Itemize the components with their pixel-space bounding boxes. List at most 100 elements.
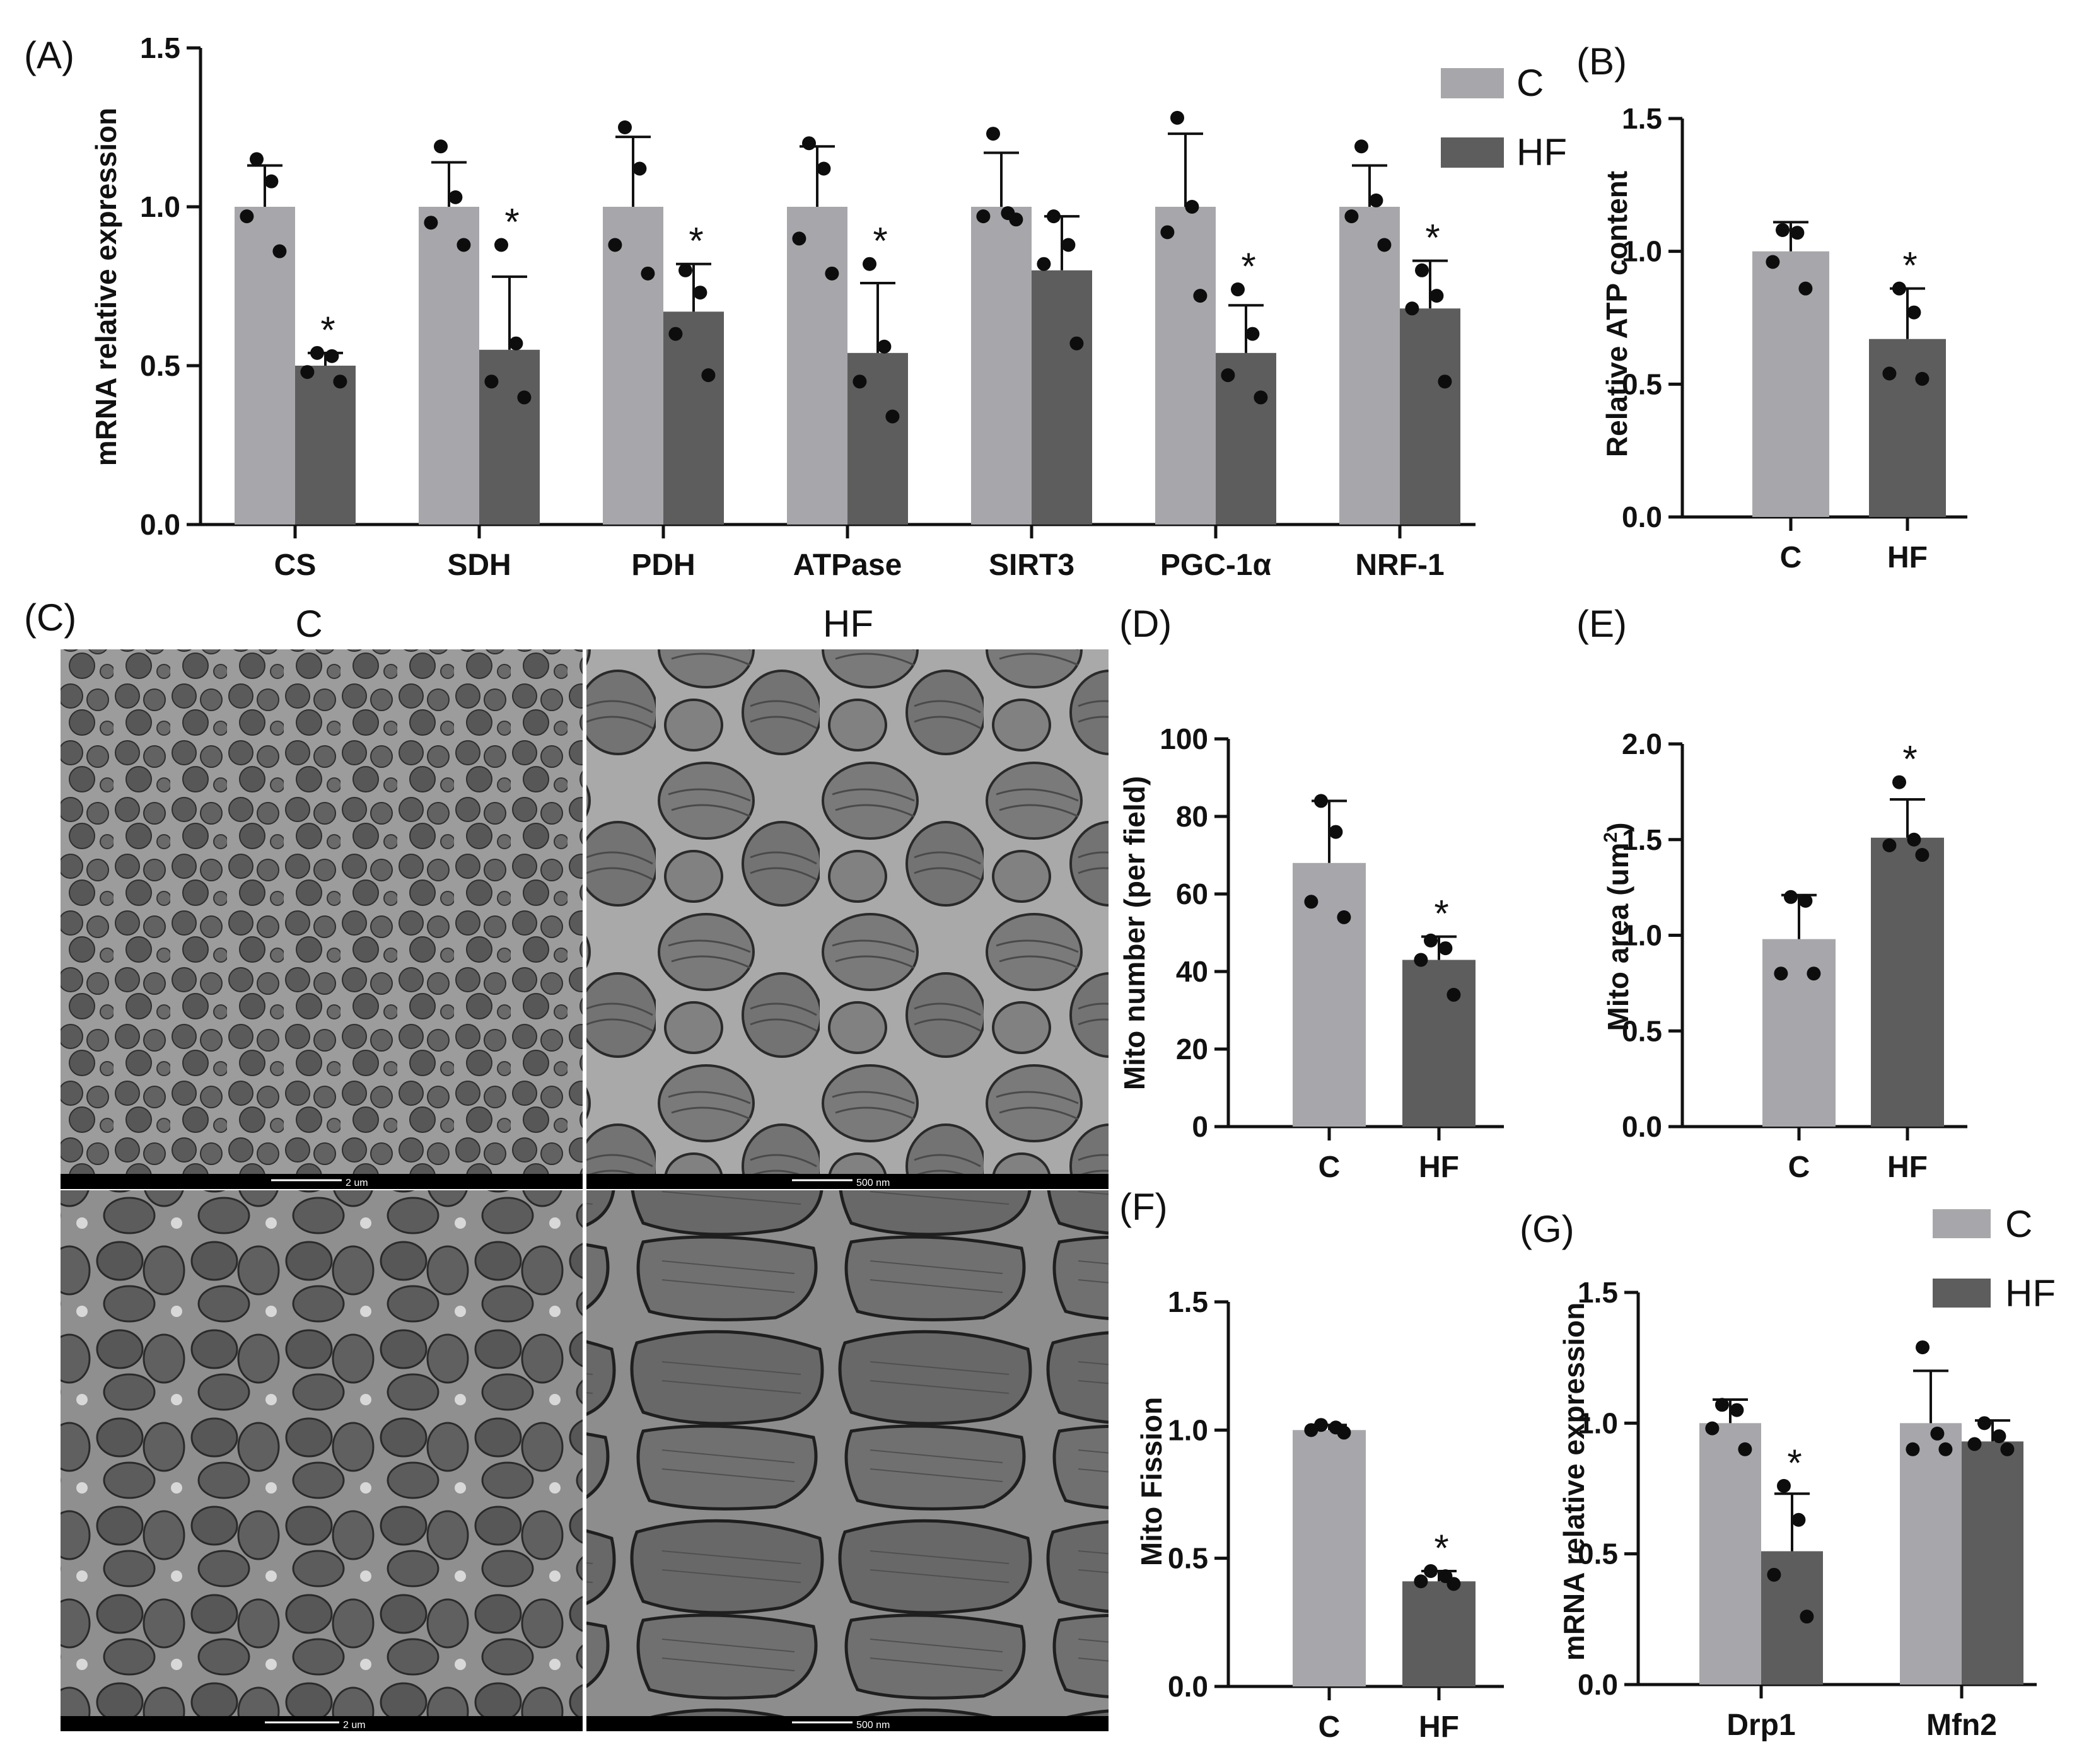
micrograph-control-low-mag	[61, 649, 583, 1174]
y-tick-label: 0.0	[1168, 1670, 1208, 1703]
significance-star-hf-nrf1: *	[1425, 217, 1440, 259]
data-point-c	[1807, 966, 1821, 981]
y-tick-label: 80	[1176, 800, 1208, 833]
x-tick-label: C	[1788, 1151, 1810, 1184]
y-tick-label: 0.5	[140, 349, 180, 382]
panel-e-ylabel-sup: 2	[1600, 832, 1621, 843]
y-tick-label: 20	[1176, 1033, 1208, 1065]
data-point-hf-cs	[310, 345, 324, 360]
bar-control-pgc1	[1155, 207, 1216, 525]
y-tick-label: 0.5	[1168, 1542, 1208, 1575]
y-tick-label: 1.5	[1622, 102, 1662, 135]
micrograph-hf-high-mag	[586, 1190, 1109, 1731]
scale-bar-4: 500 nm	[586, 1716, 1109, 1731]
x-tick-label: Mfn2	[1926, 1709, 1997, 1742]
data-point-control-drp1	[1705, 1421, 1720, 1436]
bar-hf-mfn2	[1962, 1441, 2023, 1685]
y-tick-label: 0.0	[140, 508, 180, 541]
y-tick-label: 0.5	[1622, 368, 1662, 400]
data-point-control-atpase	[825, 266, 839, 281]
data-point-hf-pdh	[693, 286, 707, 300]
x-tick-label: ATPase	[793, 548, 902, 582]
x-tick-label: C	[1319, 1151, 1341, 1184]
data-point-hf-atpase	[863, 257, 876, 271]
data-point-c	[1776, 223, 1790, 237]
x-tick-label: HF	[1887, 1151, 1928, 1184]
data-point-c	[1784, 890, 1798, 904]
data-point-c	[1798, 893, 1813, 908]
data-point-control-sdh	[457, 238, 471, 252]
panel-g-plot: 0.0 0.5 1.0 1.5 * Drp1 Mfn2	[1578, 1276, 2037, 1742]
data-point-hf-nrf1	[1429, 289, 1444, 303]
y-tick-label: 0.0	[1622, 1110, 1662, 1143]
bar-control-sdh	[419, 207, 479, 525]
legend-swatch-hf	[1441, 137, 1504, 168]
panel-c-column-hf: HF	[823, 603, 873, 645]
data-point-c	[1304, 895, 1319, 909]
data-point-control-sdh	[448, 190, 463, 204]
x-tick-label: Drp1	[1726, 1709, 1795, 1742]
bar-hf-sirt3	[1032, 270, 1092, 525]
panel-f-plot: 0.0 0.5 1.0 1.5 C * HF	[1168, 1285, 1504, 1744]
data-point-hf	[1424, 933, 1438, 948]
data-point-hf-atpase	[853, 374, 867, 389]
x-tick-label: PGC-1α	[1160, 548, 1272, 582]
x-tick-label: SDH	[447, 548, 511, 582]
data-point-control-cs	[272, 244, 287, 258]
significance-star-hf: *	[1902, 738, 1917, 780]
data-point-hf-pdh	[668, 327, 683, 341]
data-point-control-sirt3	[986, 127, 1000, 141]
data-point-hf-pgc1	[1254, 390, 1268, 405]
legend-label-hf: HF	[1516, 131, 1567, 173]
data-point-hf	[1447, 1577, 1461, 1591]
data-point-control-pgc1	[1160, 225, 1175, 240]
data-point-control-sirt3	[1009, 212, 1023, 227]
data-point-hf	[1882, 838, 1897, 852]
data-point-c	[1337, 1425, 1351, 1440]
significance-star-hf: *	[1434, 1527, 1448, 1569]
data-point-hf-sdh	[494, 238, 508, 252]
panel-g-label: (G)	[1520, 1208, 1575, 1250]
data-point-hf-mfn2	[2000, 1442, 2015, 1456]
data-point-control-mfn2	[1938, 1442, 1953, 1456]
panel-f: (F) Mito Fission 0.0 0.5 1.0 1.5 C * HF	[1119, 1186, 1504, 1744]
data-point-control-atpase	[792, 231, 806, 246]
panel-a-ylabel: mRNA relative expression	[90, 108, 122, 466]
legend-label-hf: HF	[2005, 1272, 2056, 1314]
y-tick-label: 1.0	[1622, 919, 1662, 952]
data-point-control-pdh	[618, 120, 632, 134]
data-point-control-nrf1	[1354, 139, 1368, 154]
significance-star-hf-pgc1: *	[1241, 245, 1255, 287]
panel-b: (B) Relative ATP content 0.0 0.5 1.0 1.5 C * H…	[1576, 40, 1967, 574]
y-tick-label: 60	[1176, 878, 1208, 910]
data-point-control-pdh	[608, 238, 622, 252]
data-point-hf	[1892, 775, 1906, 789]
bar-hf	[1871, 837, 1944, 1127]
panel-g-ylabel: mRNA relative expression	[1557, 1303, 1590, 1661]
bar-hf	[1402, 960, 1476, 1127]
data-point-hf-mfn2	[1977, 1416, 1991, 1430]
y-tick-label: 0.0	[1622, 501, 1662, 533]
significance-star-hf-pdh: *	[689, 220, 703, 262]
micrograph-hf-low-mag	[586, 649, 1109, 1174]
data-point-hf	[1438, 941, 1453, 956]
data-point-hf-nrf1	[1415, 263, 1429, 277]
data-point-control-pgc1	[1185, 200, 1199, 214]
bar-c	[1762, 939, 1836, 1127]
data-point-hf	[1915, 848, 1930, 862]
panel-a-label: (A)	[24, 34, 74, 76]
x-tick-label: NRF-1	[1355, 548, 1444, 582]
data-point-control-cs	[264, 174, 279, 189]
panel-e-ylabel: Mito area (um2)	[1600, 822, 1634, 1031]
panel-e-label: (E)	[1576, 603, 1627, 645]
significance-star-hf-sdh: *	[504, 200, 519, 243]
data-point-control-atpase	[817, 161, 831, 176]
data-point-hf-drp1	[1791, 1512, 1806, 1527]
panel-b-label: (B)	[1576, 40, 1627, 83]
x-tick-label: PDH	[631, 548, 695, 582]
bar-control-sirt3	[971, 207, 1032, 525]
data-point-c	[1304, 1423, 1319, 1437]
data-point-hf-pgc1	[1231, 282, 1245, 297]
x-tick-label: HF	[1887, 541, 1928, 574]
data-point-hf	[1447, 987, 1461, 1002]
